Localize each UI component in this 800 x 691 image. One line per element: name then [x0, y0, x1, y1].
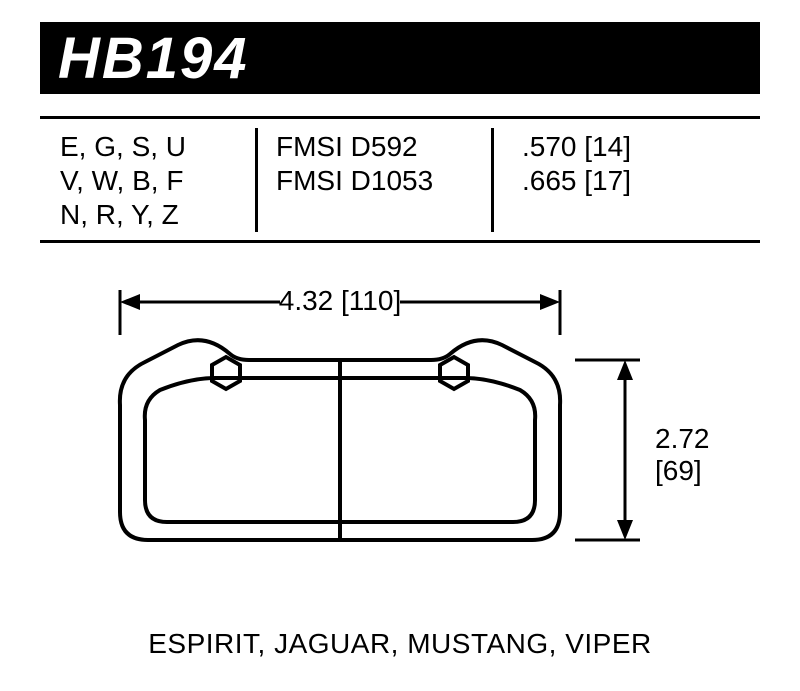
header-bar: HB194: [40, 22, 760, 94]
compound-codes-column: E, G, S, U V, W, B, F N, R, Y, Z: [60, 128, 255, 238]
thickness-line2: .665 [17]: [522, 164, 707, 198]
fmsi-line1: FMSI D592: [276, 130, 491, 164]
fmsi-line2: FMSI D1053: [276, 164, 491, 198]
rule-top: [40, 116, 760, 119]
fmsi-column: FMSI D592 FMSI D1053: [276, 128, 491, 238]
brake-pad-diagram: 4.32 [110] 2.72 [69]: [40, 260, 760, 610]
hex-bolt-right: [440, 357, 468, 389]
diagram-svg: 4.32 [110] 2.72 [69]: [40, 260, 760, 610]
hex-bolt-left: [212, 357, 240, 389]
info-row: E, G, S, U V, W, B, F N, R, Y, Z FMSI D5…: [60, 128, 760, 238]
thickness-line1: .570 [14]: [522, 130, 707, 164]
height-label-bottom: [69]: [655, 455, 702, 486]
brake-pad-shape: [120, 340, 560, 540]
compound-line3: N, R, Y, Z: [60, 198, 255, 232]
thickness-column: .570 [14] .665 [17]: [512, 128, 707, 238]
part-number: HB194: [58, 25, 249, 92]
width-label: 4.32 [110]: [279, 285, 401, 316]
compound-line1: E, G, S, U: [60, 130, 255, 164]
divider-2: [491, 128, 494, 232]
vehicle-applications: ESPIRIT, JAGUAR, MUSTANG, VIPER: [40, 628, 760, 660]
divider-1: [255, 128, 258, 232]
height-label-top: 2.72: [655, 423, 710, 454]
height-dimension: 2.72 [69]: [575, 360, 710, 540]
rule-bottom: [40, 240, 760, 243]
compound-line2: V, W, B, F: [60, 164, 255, 198]
width-dimension: 4.32 [110]: [120, 282, 560, 335]
